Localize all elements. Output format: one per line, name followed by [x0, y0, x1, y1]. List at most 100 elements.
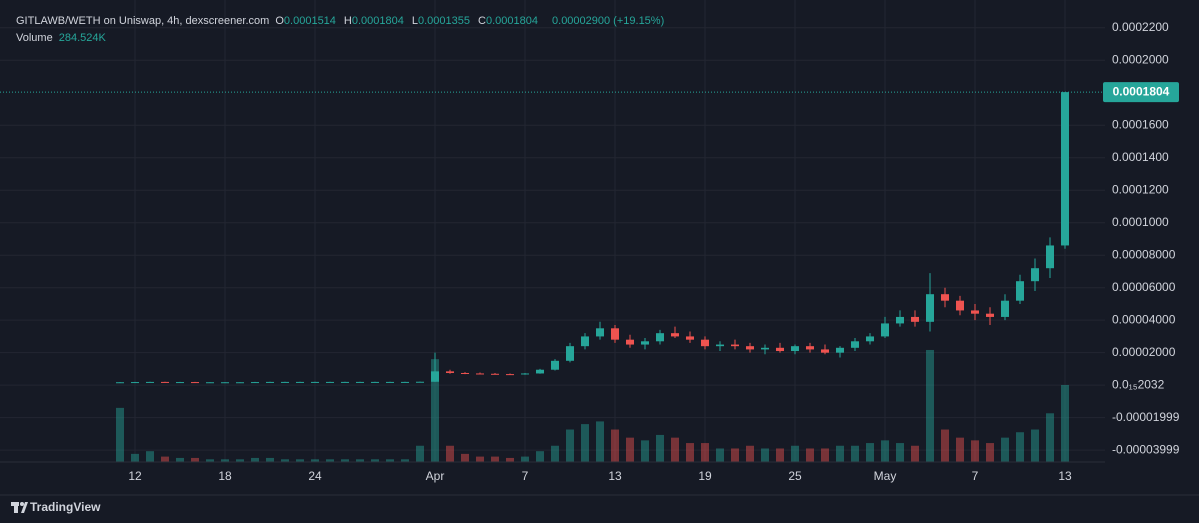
volume-bar [641, 440, 649, 462]
last-price-label: 0.0001804 [1113, 84, 1170, 98]
candle-body [641, 341, 649, 345]
volume-bar [1031, 429, 1039, 462]
volume-bar [776, 448, 784, 462]
volume-bar [731, 448, 739, 462]
candle-body [896, 316, 904, 324]
volume-bar [431, 359, 439, 462]
y-tick-label: 0.0001000 [1112, 215, 1169, 229]
candle-body [746, 346, 754, 350]
candle-body [461, 372, 469, 374]
x-tick-label: 7 [522, 469, 529, 483]
volume-bar [1016, 432, 1024, 462]
volume-bar [356, 459, 364, 462]
volume-bar [401, 459, 409, 462]
volume-bar [791, 445, 799, 462]
volume-bar [371, 459, 379, 462]
volume-value: 284.524K [58, 32, 106, 44]
x-tick-label: 13 [1058, 469, 1072, 483]
candle-body [881, 323, 889, 337]
candle-body [926, 294, 934, 322]
candle-body [266, 381, 274, 383]
volume-bar [911, 445, 919, 462]
candle-body [341, 381, 349, 383]
change: 0.00002900 (+19.15%) [552, 15, 665, 27]
volume-bar [851, 445, 859, 462]
header-line: GITLAWB/WETH on Uniswap, 4h, dexscreener… [16, 15, 672, 27]
candle-body [671, 333, 679, 337]
volume-bar [926, 349, 934, 462]
volume-bar [941, 429, 949, 462]
volume-bar [206, 459, 214, 462]
field-label: O [275, 15, 284, 27]
volume-bar [161, 456, 169, 462]
x-tick-label: 18 [218, 469, 232, 483]
candle-body [296, 381, 304, 383]
volume-bar [326, 459, 334, 462]
candle-body [491, 373, 499, 375]
volume-bar [116, 407, 124, 462]
candle-body [866, 336, 874, 342]
candle-body [806, 346, 814, 350]
volume-bar [986, 443, 994, 462]
y-tick-label: 0.0001400 [1112, 150, 1169, 164]
candle-body [911, 316, 919, 322]
volume-bar [1001, 437, 1009, 462]
y-tick-label: 0.00006000 [1112, 280, 1176, 294]
volume-bar [221, 459, 229, 462]
x-tick-label: 24 [308, 469, 322, 483]
candle-body [986, 313, 994, 317]
candle-body [311, 381, 319, 383]
ohlc-fields: O0.0001514 H0.0001804 L0.0001355 C0.0001804 [275, 15, 546, 27]
volume-bar [596, 421, 604, 462]
candle-body [971, 310, 979, 314]
candle-body [956, 300, 964, 311]
volume-bar [461, 453, 469, 462]
candle-body [251, 382, 259, 384]
candle-body [146, 381, 154, 383]
field-value: 0.0001355 [418, 15, 470, 27]
candle-body [851, 341, 859, 348]
x-tick-label: 13 [608, 469, 622, 483]
candle-body [941, 294, 949, 301]
volume-bar [611, 429, 619, 462]
volume-bar [191, 457, 199, 462]
volume-bar [746, 445, 754, 462]
volume-bar [506, 457, 514, 462]
volume-bar [386, 459, 394, 462]
volume-bar [146, 451, 154, 462]
field-label: L [411, 15, 418, 27]
volume-bar [686, 443, 694, 462]
volume-bar [956, 437, 964, 462]
candle-body [686, 336, 694, 340]
candle-body [1016, 281, 1024, 301]
volume-bar [536, 451, 544, 462]
candle-body [431, 371, 439, 382]
candle-body [566, 346, 574, 361]
volume-bar [806, 448, 814, 462]
y-tick-label: 0.0₁₅2032 [1112, 377, 1165, 391]
volume-bar [626, 437, 634, 462]
volume-bar [821, 448, 829, 462]
volume-bar [581, 424, 589, 462]
volume-bar [866, 443, 874, 462]
volume-bar [476, 456, 484, 462]
volume-bar [551, 445, 559, 462]
candle-body [626, 339, 634, 345]
x-tick-label: May [874, 469, 897, 483]
candle-body [656, 333, 664, 342]
candle-body [476, 373, 484, 375]
candle-body [401, 381, 409, 383]
field-value: 0.0001804 [485, 15, 538, 27]
volume-bar [176, 457, 184, 462]
last-price-box [1103, 82, 1179, 103]
volume-bar [521, 456, 529, 462]
volume-bar [671, 437, 679, 462]
candle-body [581, 336, 589, 347]
candle-body [206, 382, 214, 384]
candle-body [821, 349, 829, 353]
field-label: C [478, 15, 486, 27]
x-tick-label: 7 [972, 469, 979, 483]
volume-bar [761, 448, 769, 462]
volume-bar [881, 440, 889, 462]
